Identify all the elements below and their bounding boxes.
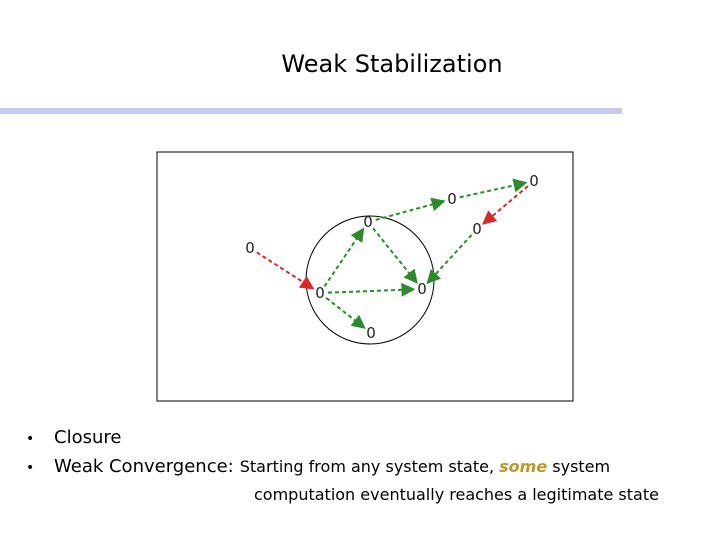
title-underline — [0, 108, 622, 114]
state-node-n-upper-mid: 0 — [447, 190, 457, 208]
desc-pre: Starting from any system state, — [239, 457, 495, 476]
desc-highlight: some — [499, 457, 548, 476]
edge-n_left_outside-to-n_circle_left — [256, 251, 315, 290]
state-node-n-circle-bottom: 0 — [366, 324, 376, 342]
bullet-weak-convergence: • Weak Convergence: Starting from any sy… — [26, 453, 659, 482]
bullet-dot: • — [26, 460, 35, 476]
edge-n_upper_mid-to-n_top_right — [459, 178, 528, 199]
weak-convergence-label: Weak Convergence: — [54, 456, 234, 477]
state-node-n-circle-right: 0 — [417, 280, 427, 298]
slide-title: Weak Stabilization — [281, 50, 503, 78]
bullet-list: • Closure • Weak Convergence: Starting f… — [26, 424, 659, 508]
desc-post: system — [552, 457, 611, 476]
weak-convergence-desc-line2: computation eventually reaches a legitim… — [254, 485, 659, 504]
edge-n_right-to-n_circle_right — [426, 234, 473, 285]
state-node-n-top-right: 0 — [529, 172, 539, 190]
edge-n_circle_left-to-n_circle_bottom — [325, 297, 366, 329]
edge-n_circle_top-to-n_circle_right — [372, 227, 418, 284]
weak-convergence-desc: Starting from any system state, some sys… — [240, 453, 610, 481]
edge-n_circle_left-to-n_circle_top — [323, 227, 365, 287]
state-node-n-circle-top: 0 — [363, 213, 373, 231]
bullet-closure: • Closure — [26, 424, 659, 453]
bullet-dot: • — [26, 431, 35, 447]
state-node-n-right: 0 — [472, 220, 482, 238]
state-node-n-circle-left: 0 — [315, 284, 325, 302]
diagram-frame — [156, 151, 574, 402]
state-node-n-left-outside: 0 — [245, 239, 255, 257]
edge-n_circle_left-to-n_circle_right — [327, 282, 416, 297]
edge-n_top_right-to-n_right — [482, 185, 529, 225]
edge-n_circle_top-to-n_upper_mid — [375, 197, 446, 221]
closure-label: Closure — [54, 427, 122, 448]
edges-layer — [256, 178, 529, 329]
